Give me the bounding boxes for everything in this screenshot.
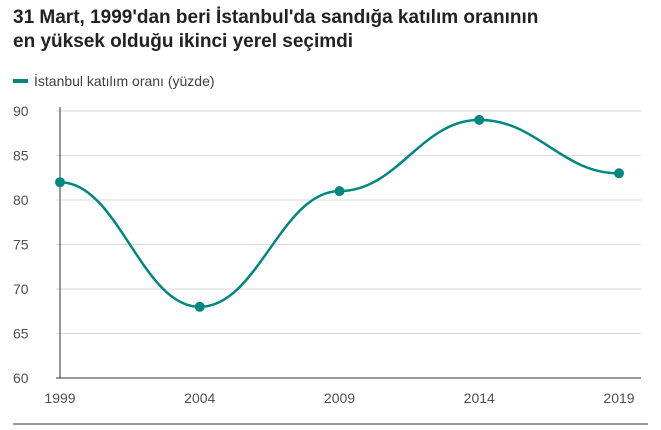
y-tick-label: 65 bbox=[13, 326, 29, 342]
y-tick-label: 80 bbox=[13, 192, 29, 208]
legend-swatch bbox=[13, 79, 28, 83]
chart-title-line-2: en yüksek olduğu ikinci yerel seçimdi bbox=[13, 31, 354, 52]
x-tick-label: 1999 bbox=[44, 390, 75, 406]
data-point-2014 bbox=[474, 114, 485, 125]
x-tick-label: 2014 bbox=[464, 390, 495, 406]
chart-title: 31 Mart, 1999'dan beri İstanbul'da sandı… bbox=[13, 6, 653, 54]
y-tick-label: 85 bbox=[13, 148, 29, 164]
x-tick-label: 2009 bbox=[324, 390, 355, 406]
y-tick-label: 75 bbox=[13, 237, 29, 253]
x-tick-label: 2004 bbox=[184, 390, 215, 406]
grid-lines bbox=[56, 107, 641, 379]
chart-title-line-1: 31 Mart, 1999'dan beri İstanbul'da sandı… bbox=[13, 7, 539, 28]
y-axis-tick-labels: 90 85 80 75 70 65 60 bbox=[13, 103, 29, 386]
data-point-2019 bbox=[614, 168, 624, 179]
data-point-1999 bbox=[55, 177, 65, 188]
series-line bbox=[59, 118, 620, 309]
data-point-2004 bbox=[194, 301, 205, 312]
data-point-2009 bbox=[334, 186, 345, 197]
y-tick-label: 70 bbox=[13, 281, 29, 297]
series-points bbox=[55, 114, 624, 312]
chart-legend: İstanbul katılım oranı (yüzde) bbox=[13, 71, 215, 91]
legend-label: İstanbul katılım oranı (yüzde) bbox=[34, 73, 215, 89]
x-tick-label: 2019 bbox=[603, 390, 634, 406]
x-axis-tick-labels: 1999 2004 2009 2014 2019 bbox=[44, 390, 634, 406]
y-tick-label: 60 bbox=[13, 370, 29, 386]
y-tick-label: 90 bbox=[13, 103, 29, 119]
